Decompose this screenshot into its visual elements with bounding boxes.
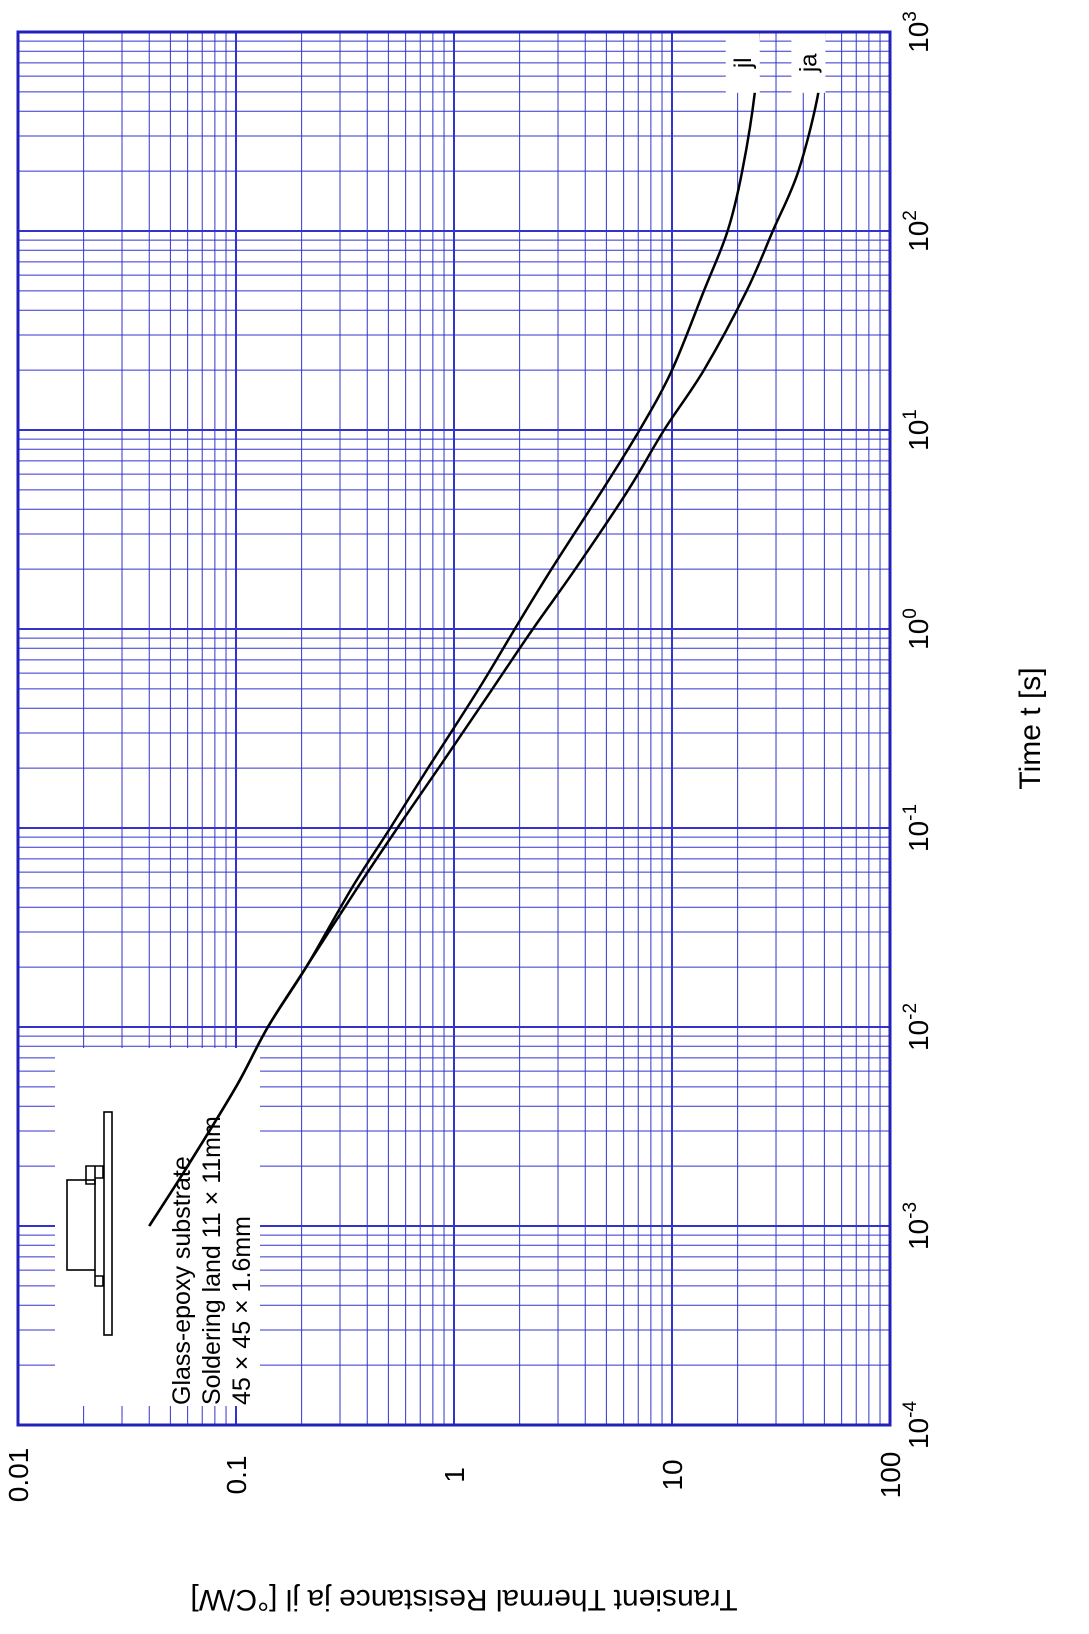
x-tick-exponent: 1 — [900, 409, 921, 420]
x-tick-base: 10 — [903, 420, 934, 451]
x-tick-label: 10-1 — [900, 804, 934, 852]
substrate-board — [103, 1111, 113, 1336]
x-tick-exponent: 2 — [900, 210, 921, 221]
x-tick-exponent: 0 — [900, 608, 921, 619]
x-tick-label: 102 — [900, 210, 934, 252]
y-tick-label: 10 — [657, 1459, 688, 1490]
y-axis-title: Transient Thermal Resistance ja jl [°C/W… — [190, 1583, 737, 1616]
annotation-text: Glass-epoxy substrateSoldering land 11 ×… — [168, 1116, 256, 1405]
annotation-background — [55, 1048, 260, 1406]
package-lead-top — [85, 1165, 104, 1185]
x-tick-base: 10 — [903, 1219, 934, 1250]
substrate-diagram — [66, 1111, 113, 1336]
y-tick-labels: 0.01 0.1 1 10 100 — [3, 1448, 906, 1503]
x-tick-exponent: 3 — [900, 11, 921, 22]
x-tick-label: 101 — [900, 409, 934, 451]
x-tick-base: 10 — [903, 1418, 934, 1449]
package-body — [66, 1179, 96, 1271]
package-lead-bottom — [94, 1270, 104, 1287]
x-tick-base: 10 — [903, 22, 934, 53]
series-group — [148, 31, 826, 1227]
y-tick-label: 100 — [875, 1452, 906, 1499]
series-line-jl — [148, 31, 761, 1227]
annotation-line: Glass-epoxy substrate — [168, 1156, 196, 1405]
x-tick-label: 10-4 — [900, 1401, 934, 1449]
x-tick-exponent: -1 — [900, 804, 921, 821]
annotation-line: Soldering land 11 × 11mm — [198, 1116, 226, 1405]
x-tick-exponent: -2 — [900, 1003, 921, 1020]
x-tick-label: 10-3 — [900, 1202, 934, 1250]
x-tick-label: 100 — [900, 608, 934, 650]
x-tick-label: 10-2 — [900, 1003, 934, 1051]
x-tick-base: 10 — [903, 821, 934, 852]
curve-label-jl: jl — [730, 57, 757, 69]
curve-label-ja: ja — [795, 53, 822, 73]
curve-label-bg — [791, 32, 826, 93]
x-tick-base: 10 — [903, 1020, 934, 1051]
substrate-annotation: Glass-epoxy substrateSoldering land 11 ×… — [55, 1048, 260, 1406]
y-tick-label: 0.1 — [221, 1456, 252, 1495]
x-tick-exponent: -4 — [900, 1401, 921, 1418]
plot-frame — [16, 30, 892, 1427]
y-tick-label: 0.01 — [3, 1448, 34, 1503]
curve-label-bg — [725, 32, 760, 93]
annotation-line: 45 × 45 × 1.6mm — [228, 1216, 256, 1405]
x-axis-title: Time t [s] — [1014, 667, 1047, 789]
x-tick-base: 10 — [903, 221, 934, 252]
x-tick-label: 103 — [900, 11, 934, 53]
curve-labels: ja jl — [725, 32, 826, 93]
y-tick-label: 1 — [439, 1467, 470, 1483]
x-tick-exponent: -3 — [900, 1202, 921, 1219]
x-tick-base: 10 — [903, 619, 934, 650]
